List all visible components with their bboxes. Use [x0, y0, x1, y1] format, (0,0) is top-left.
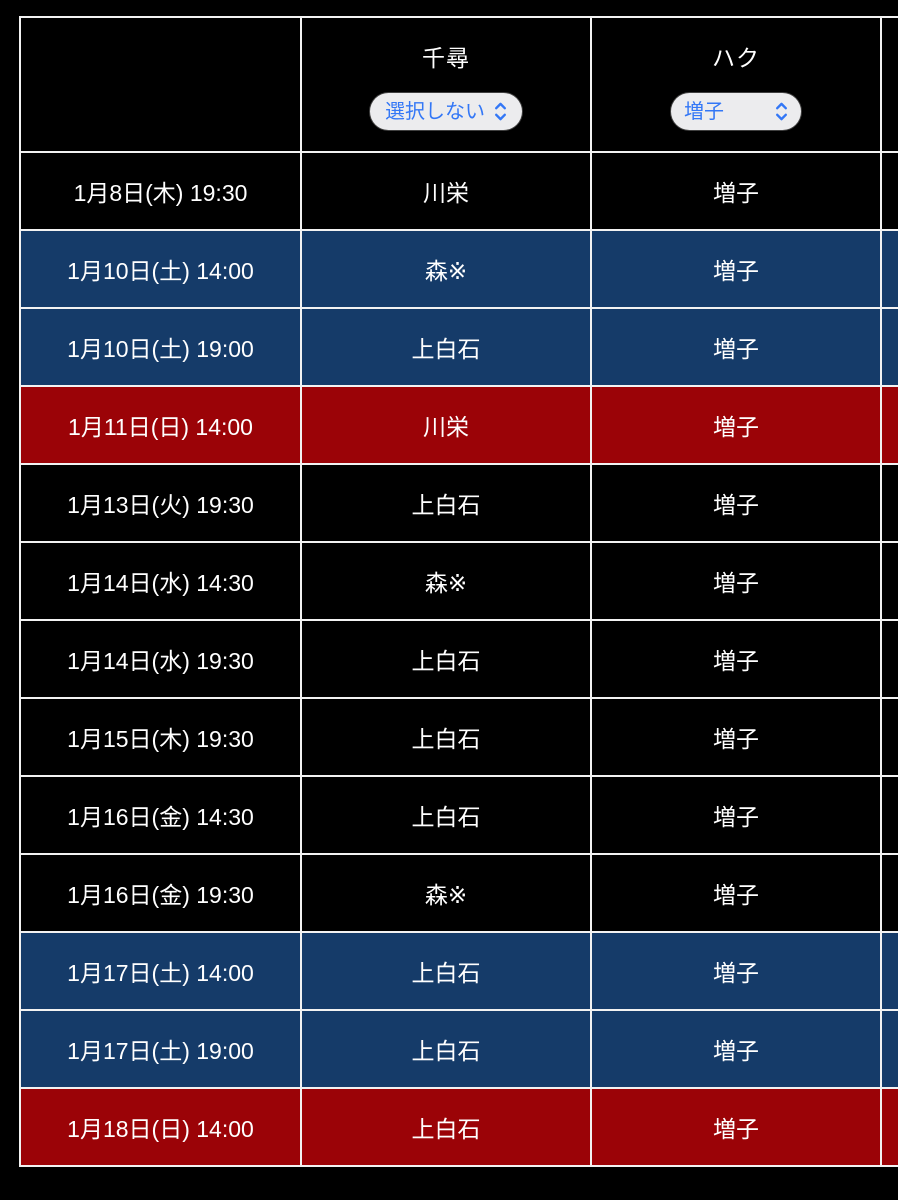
haku-cast-cell: 増子	[590, 307, 882, 387]
cutoff-cell	[880, 307, 898, 387]
haku-cast-cell: 増子	[590, 853, 882, 933]
chihiro-cast-cell: 上白石	[300, 1009, 592, 1089]
chevron-up-down-icon	[495, 102, 506, 121]
table-row: 1月17日(土) 19:00 上白石 増子	[19, 1009, 898, 1089]
haku-cast-cell: 増子	[590, 775, 882, 855]
chihiro-cast-cell: 上白石	[300, 307, 592, 387]
cutoff-cell	[880, 463, 898, 543]
haku-column-title: ハク	[712, 45, 760, 71]
chihiro-cast-cell: 森※	[300, 229, 592, 309]
date-cell: 1月11日(日) 14:00	[19, 385, 302, 465]
cutoff-cell	[880, 1009, 898, 1089]
haku-cast-cell: 増子	[590, 697, 882, 777]
chihiro-cast-cell: 上白石	[300, 463, 592, 543]
header-row: 千尋 選択しない ハク	[19, 16, 898, 153]
cutoff-cell	[880, 541, 898, 621]
cutoff-cell	[880, 151, 898, 231]
date-cell: 1月10日(土) 19:00	[19, 307, 302, 387]
chevron-up-down-icon	[776, 102, 787, 121]
date-cell: 1月18日(日) 14:00	[19, 1087, 302, 1167]
haku-cast-cell: 増子	[590, 1009, 882, 1089]
chihiro-cast-cell: 上白石	[300, 697, 592, 777]
date-cell: 1月17日(土) 14:00	[19, 931, 302, 1011]
date-cell: 1月14日(水) 14:30	[19, 541, 302, 621]
table-row: 1月8日(木) 19:30 川栄 増子	[19, 151, 898, 231]
chihiro-cast-cell: 川栄	[300, 151, 592, 231]
table-row: 1月14日(水) 19:30 上白石 増子	[19, 619, 898, 699]
haku-cast-cell: 増子	[590, 229, 882, 309]
haku-cast-cell: 増子	[590, 385, 882, 465]
cutoff-cell	[880, 853, 898, 933]
schedule-table: 千尋 選択しない ハク	[19, 16, 898, 1167]
chihiro-select-value: 選択しない	[385, 100, 485, 123]
haku-cast-cell: 増子	[590, 541, 882, 621]
date-cell: 1月15日(木) 19:30	[19, 697, 302, 777]
chihiro-column-title: 千尋	[422, 45, 470, 71]
table-row: 1月10日(土) 14:00 森※ 増子	[19, 229, 898, 309]
date-cell: 1月8日(木) 19:30	[19, 151, 302, 231]
table-row: 1月15日(木) 19:30 上白石 増子	[19, 697, 898, 777]
column-header-haku: ハク 増子	[590, 16, 882, 153]
chihiro-cast-cell: 上白石	[300, 619, 592, 699]
table-row: 1月16日(金) 14:30 上白石 増子	[19, 775, 898, 855]
haku-header-content: ハク 増子	[593, 39, 879, 130]
chihiro-cast-select[interactable]: 選択しない	[370, 93, 522, 130]
haku-cast-cell: 増子	[590, 931, 882, 1011]
table-row: 1月18日(日) 14:00 上白石 増子	[19, 1087, 898, 1167]
corner-header-cell	[19, 16, 302, 153]
date-cell: 1月17日(土) 19:00	[19, 1009, 302, 1089]
table-row: 1月11日(日) 14:00 川栄 増子	[19, 385, 898, 465]
date-cell: 1月16日(金) 14:30	[19, 775, 302, 855]
chihiro-cast-cell: 上白石	[300, 931, 592, 1011]
schedule-body: 1月8日(木) 19:30 川栄 増子 1月10日(土) 14:00 森※ 増子…	[19, 151, 898, 1167]
chihiro-cast-cell: 上白石	[300, 775, 592, 855]
cutoff-header-cell	[880, 16, 898, 153]
date-cell: 1月16日(金) 19:30	[19, 853, 302, 933]
chihiro-cast-cell: 森※	[300, 853, 592, 933]
cutoff-cell	[880, 385, 898, 465]
date-cell: 1月13日(火) 19:30	[19, 463, 302, 543]
cutoff-cell	[880, 1087, 898, 1167]
haku-cast-cell: 増子	[590, 619, 882, 699]
haku-cast-cell: 増子	[590, 463, 882, 543]
cutoff-cell	[880, 775, 898, 855]
column-header-chihiro: 千尋 選択しない	[300, 16, 592, 153]
cutoff-cell	[880, 619, 898, 699]
haku-cast-cell: 増子	[590, 1087, 882, 1167]
table-row: 1月17日(土) 14:00 上白石 増子	[19, 931, 898, 1011]
cutoff-cell	[880, 931, 898, 1011]
table-row: 1月14日(水) 14:30 森※ 増子	[19, 541, 898, 621]
haku-cast-select[interactable]: 増子	[671, 93, 801, 130]
table-row: 1月13日(火) 19:30 上白石 増子	[19, 463, 898, 543]
chihiro-cast-cell: 川栄	[300, 385, 592, 465]
cutoff-cell	[880, 697, 898, 777]
chihiro-header-content: 千尋 選択しない	[303, 39, 589, 130]
table-viewport: 千尋 選択しない ハク	[19, 16, 898, 1174]
cutoff-cell	[880, 229, 898, 309]
chihiro-cast-cell: 上白石	[300, 1087, 592, 1167]
table-row: 1月10日(土) 19:00 上白石 増子	[19, 307, 898, 387]
haku-select-value: 増子	[684, 100, 724, 123]
date-cell: 1月10日(土) 14:00	[19, 229, 302, 309]
date-cell: 1月14日(水) 19:30	[19, 619, 302, 699]
haku-cast-cell: 増子	[590, 151, 882, 231]
table-row: 1月16日(金) 19:30 森※ 増子	[19, 853, 898, 933]
chihiro-cast-cell: 森※	[300, 541, 592, 621]
